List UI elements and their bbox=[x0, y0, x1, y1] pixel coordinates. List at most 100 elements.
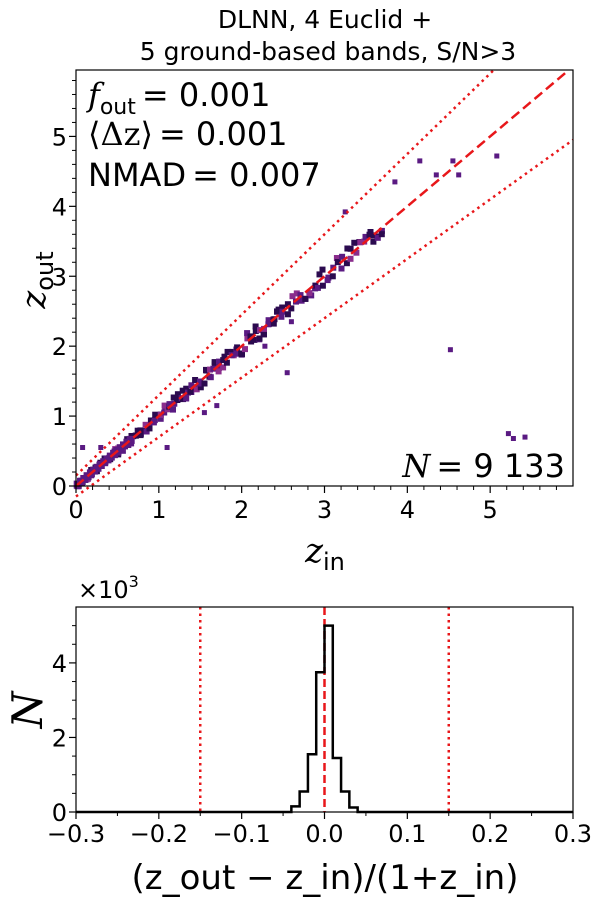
density-bin bbox=[343, 260, 350, 267]
chart-title-line-1: DLNN, 4 Euclid + bbox=[218, 5, 432, 34]
density-bin bbox=[224, 348, 231, 355]
outlier-point bbox=[288, 319, 294, 325]
histogram-x-tick-label: 0.2 bbox=[471, 820, 509, 848]
scatter-y-tick-label: 3 bbox=[52, 263, 67, 291]
density-bin bbox=[234, 344, 241, 351]
scatter-x-tick-label: 1 bbox=[151, 496, 166, 524]
density-bin bbox=[244, 330, 251, 337]
density-bin bbox=[302, 295, 309, 302]
f-out-subscript: out bbox=[100, 95, 136, 120]
scatter-x-ticks: 0 1 2 3 4 5 bbox=[68, 486, 557, 524]
histogram-y-tick-label: 2 bbox=[52, 724, 67, 752]
density-bin bbox=[353, 249, 360, 256]
scatter-x-axis-label: zin bbox=[304, 531, 345, 576]
nmad-value: = 0.007 bbox=[192, 156, 321, 194]
density-bin bbox=[278, 313, 285, 320]
density-bin bbox=[378, 227, 385, 234]
histogram-x-tick-label: −0.2 bbox=[130, 820, 188, 848]
density-bin bbox=[298, 297, 305, 304]
mean-dz-value: = 0.001 bbox=[159, 115, 288, 153]
density-bin bbox=[233, 350, 240, 357]
density-bin bbox=[334, 259, 341, 266]
density-bin bbox=[188, 382, 195, 389]
density-bin bbox=[197, 378, 203, 385]
density-bin bbox=[215, 368, 222, 375]
histogram-plot-area bbox=[75, 606, 574, 814]
density-bin bbox=[338, 265, 345, 272]
histogram-step-line bbox=[76, 624, 573, 814]
scatter-y-tick-label: 2 bbox=[52, 333, 67, 361]
density-bin bbox=[256, 335, 263, 342]
density-bin bbox=[252, 328, 259, 334]
density-bin bbox=[187, 388, 194, 395]
f-out-value: = 0.001 bbox=[142, 76, 271, 114]
outlier-points bbox=[80, 153, 528, 450]
outlier-point bbox=[392, 179, 398, 185]
density-bin bbox=[370, 232, 377, 239]
density-bin bbox=[183, 385, 190, 392]
density-bin bbox=[319, 266, 326, 273]
histogram-x-tick-label: 0.0 bbox=[305, 820, 343, 848]
density-bin bbox=[357, 239, 364, 246]
density-bin bbox=[270, 320, 277, 327]
density-bin bbox=[207, 374, 214, 381]
outlier-point bbox=[342, 209, 348, 215]
density-bin bbox=[146, 425, 153, 432]
outlier-point bbox=[505, 431, 511, 437]
density-bin bbox=[333, 255, 340, 261]
density-bin bbox=[211, 359, 218, 366]
density-bin bbox=[207, 366, 213, 373]
histogram-x-ticks: −0.3 −0.2 −0.1 0.0 0.1 0.2 0.3 bbox=[47, 812, 592, 848]
outlier-point bbox=[494, 153, 500, 159]
density-bin bbox=[203, 366, 209, 373]
outlier-point bbox=[214, 403, 220, 409]
density-bin bbox=[238, 350, 245, 357]
density-bin bbox=[126, 435, 135, 444]
outlier-point bbox=[510, 436, 516, 441]
density-bin bbox=[319, 282, 326, 289]
density-bin bbox=[180, 396, 186, 403]
density-bin bbox=[289, 293, 296, 300]
scatter-x-tick-label: 3 bbox=[317, 496, 332, 524]
density-bin bbox=[370, 238, 377, 245]
outlier-point bbox=[164, 445, 170, 450]
density-bin bbox=[261, 331, 267, 338]
chart-title-line-2: 5 ground-based bands, S/N>3 bbox=[140, 37, 516, 66]
outlier-point bbox=[522, 434, 528, 440]
density-bin bbox=[251, 336, 258, 343]
annotation-nmad: NMAD = 0.007 bbox=[88, 156, 321, 194]
scatter-y-tick-label: 0 bbox=[52, 473, 67, 501]
density-bin bbox=[288, 305, 295, 312]
density-bin bbox=[193, 386, 200, 393]
density-bin bbox=[151, 417, 158, 424]
density-bin bbox=[174, 391, 181, 398]
density-bin bbox=[284, 311, 291, 318]
outlier-point bbox=[450, 158, 456, 164]
density-bin bbox=[201, 380, 208, 387]
density-bin bbox=[161, 402, 168, 409]
histogram-x-tick-label: −0.3 bbox=[47, 820, 105, 848]
density-bin bbox=[216, 358, 222, 365]
density-bin bbox=[339, 253, 346, 260]
density-bin bbox=[351, 239, 358, 246]
histogram-x-tick-label: −0.1 bbox=[213, 820, 271, 848]
density-bin bbox=[183, 395, 190, 402]
outlier-point bbox=[284, 370, 290, 376]
density-bin bbox=[306, 290, 313, 297]
x-label-sub: in bbox=[323, 548, 345, 576]
density-bin bbox=[137, 432, 144, 439]
annotation-n: N = 9 133 bbox=[401, 447, 565, 485]
density-bin bbox=[324, 277, 331, 284]
nmad-symbol: NMAD bbox=[88, 156, 186, 194]
scatter-y-tick-label: 4 bbox=[52, 193, 67, 221]
density-bin bbox=[137, 427, 144, 434]
scatter-x-tick-label: 5 bbox=[483, 496, 498, 524]
density-bin bbox=[247, 333, 254, 340]
outlier-point bbox=[80, 445, 86, 450]
histogram-y-tick-label: 0 bbox=[52, 799, 67, 827]
outlier-point bbox=[98, 445, 104, 450]
density-bin bbox=[142, 421, 149, 428]
histogram-y-axis-label: N bbox=[3, 690, 52, 729]
density-bin bbox=[347, 255, 354, 262]
